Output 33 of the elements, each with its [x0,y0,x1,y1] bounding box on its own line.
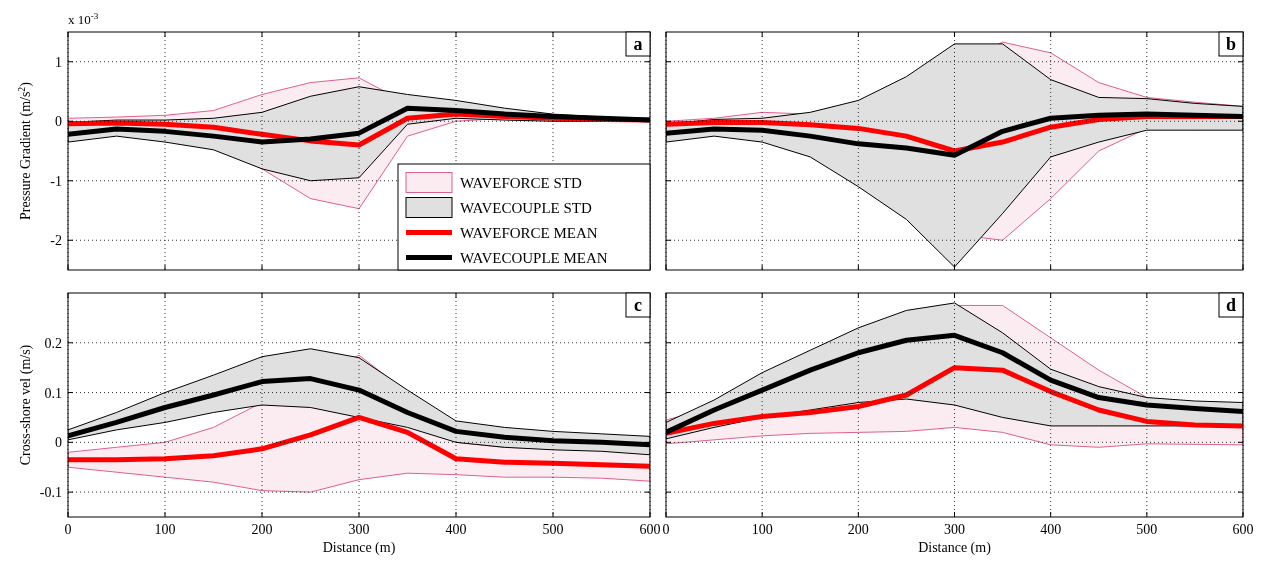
y-tick-label: -2 [50,233,62,249]
y-tick-label: 0.2 [44,335,62,351]
y-tick-label: 0 [55,435,62,451]
annotation: d [1225,295,1237,315]
x-axis-title: Distance (m) [918,540,992,556]
x-tick-label: 600 [639,522,661,537]
y-tick-label: 0.1 [44,385,62,401]
x-tick-label: 100 [154,522,176,537]
y-tick-label: -1 [50,173,62,189]
y-tick-label: 1 [55,54,62,70]
annotation: c [634,295,642,315]
legend-label: WAVECOUPLE MEAN [460,249,608,266]
x-tick-label: 0 [662,522,670,537]
x-tick-label: 200 [847,522,869,537]
x-tick-label: 500 [1136,522,1158,537]
y-axis-title: Cross-shore vel (m/s) [18,344,34,466]
x-tick-label: 200 [251,522,273,537]
annotation: b [1225,34,1237,54]
legend-label: WAVEFORCE MEAN [460,224,598,241]
x-tick-label: 500 [542,522,564,537]
y-tick-label: -0.1 [39,485,62,501]
annotation: a [633,34,643,54]
annotation: WAVECOUPLE STD [460,199,592,216]
x-axis-title: Distance (m) [322,540,396,556]
annotation: WAVEFORCE STD [460,174,582,191]
x-tick-label: 300 [944,522,965,537]
x-tick-label: 400 [1040,522,1062,537]
x-tick-label: 300 [348,522,370,537]
x-tick-label: 600 [1232,522,1254,537]
x-tick-label: 400 [445,522,467,537]
text: x 10$^{-3}$ [68,11,99,27]
x-tick-label: 100 [751,522,773,537]
y-tick-label: 0 [55,114,62,130]
